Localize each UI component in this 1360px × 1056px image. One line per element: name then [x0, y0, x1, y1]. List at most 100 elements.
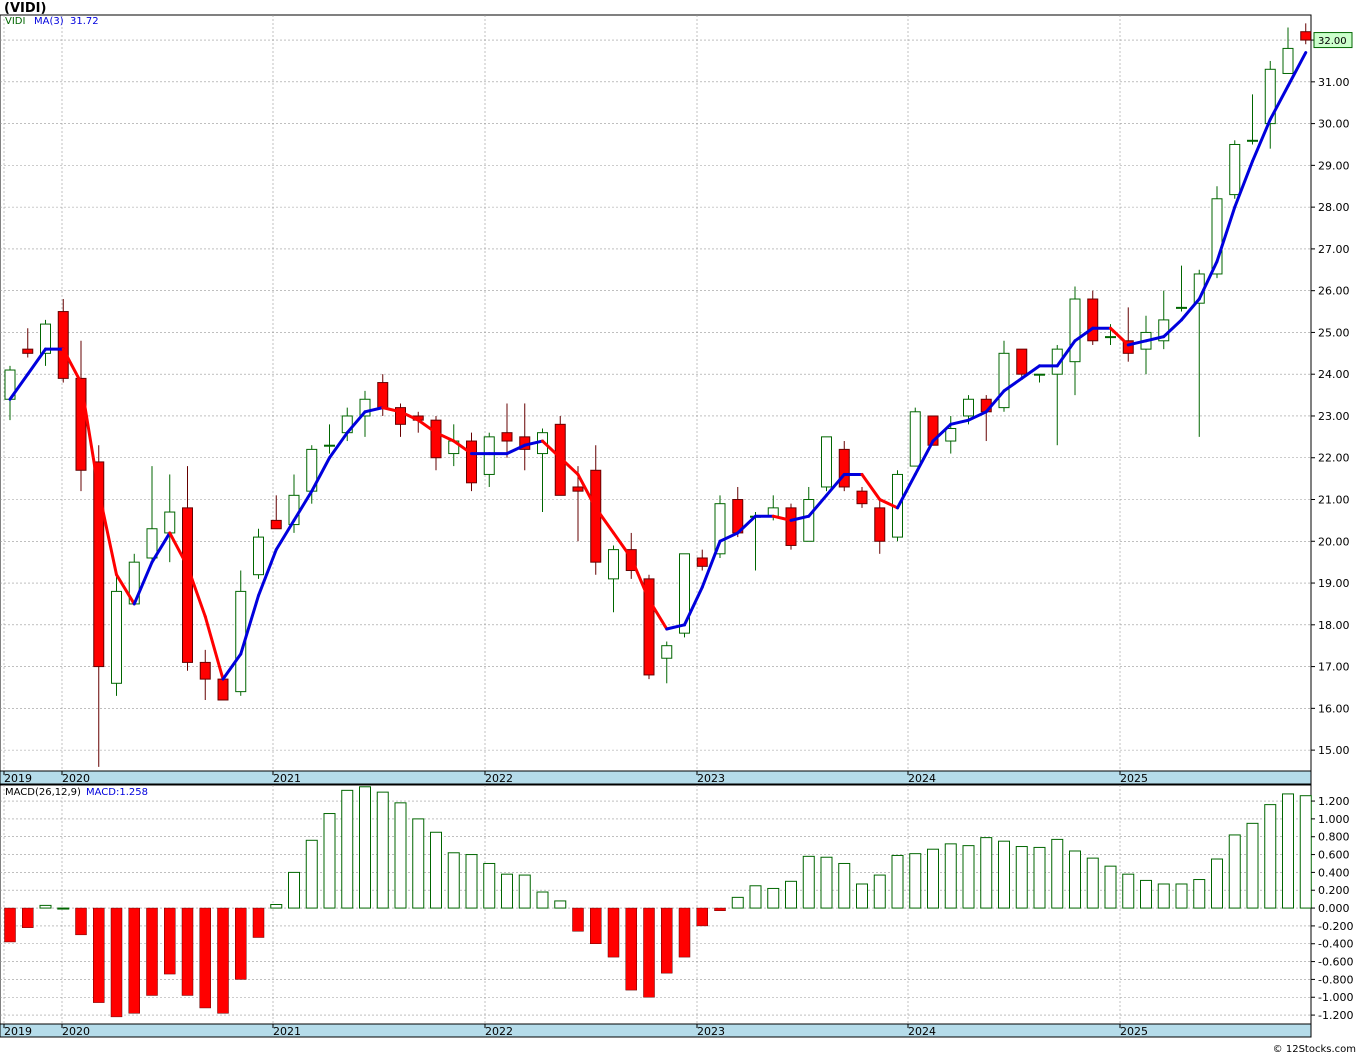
macd-bar [305, 839, 318, 909]
ma-segment [328, 431, 349, 460]
candle [395, 403, 406, 437]
macd-y-tick-label: -1.200 [1318, 1009, 1353, 1022]
price-y-tick-label: 24.00 [1318, 368, 1350, 381]
macd-bar [1282, 793, 1294, 909]
macd-bars [4, 786, 1312, 1018]
ma-segment [1251, 117, 1272, 163]
candle-body [1229, 143, 1241, 196]
macd-x-tick-label: 2020 [62, 1025, 90, 1038]
macd-bar [252, 907, 265, 938]
candle-body [253, 536, 264, 576]
macd-bar [235, 907, 247, 980]
macd-x-tick-label: 2024 [908, 1025, 936, 1038]
price-y-tick-label: 27.00 [1318, 243, 1350, 256]
ma-segment [399, 410, 420, 422]
candle-body [572, 486, 584, 492]
macd-bar [1122, 873, 1135, 909]
candle-body [1211, 198, 1223, 275]
macd-y-tick-label: 0.400 [1318, 866, 1350, 879]
ma-segment [523, 439, 544, 447]
ma-segment [257, 548, 278, 598]
candle [1122, 307, 1134, 362]
macd-bar [785, 880, 797, 909]
candle [714, 495, 726, 558]
candle-body [1282, 47, 1294, 74]
macd-y-tick-label: -0.400 [1318, 938, 1353, 951]
macd-bar [962, 845, 975, 909]
macd-bar [661, 907, 673, 974]
candle [430, 415, 442, 471]
macd-x-tick-label: 2022 [485, 1025, 513, 1038]
ma-segment [736, 514, 757, 535]
macd-bar [75, 907, 87, 936]
ma-segment [452, 439, 473, 456]
macd-bar [696, 907, 708, 927]
candle [572, 466, 584, 542]
candle [945, 415, 957, 454]
macd-bar [909, 853, 922, 909]
macd-bar [199, 907, 211, 1009]
candle-body [111, 590, 122, 684]
ma-segment [931, 422, 953, 443]
candle-body [501, 432, 513, 442]
candle [1264, 60, 1276, 149]
macd-bar [430, 831, 442, 909]
macd-bar [1086, 857, 1099, 909]
price-y-tick-label: 22.00 [1318, 452, 1350, 465]
ma-segment [1233, 159, 1254, 209]
candle [22, 328, 34, 358]
candle [998, 340, 1010, 412]
candle-body [927, 415, 939, 446]
candle-body [1034, 373, 1045, 376]
ma-segment [789, 514, 811, 522]
macd-bar [1228, 834, 1241, 909]
macd-bar [1175, 883, 1188, 909]
price-x-tick-label: 2023 [697, 772, 725, 785]
macd-bar [590, 907, 602, 944]
price-y-tick-label: 18.00 [1318, 619, 1350, 632]
ma-segment [647, 598, 669, 631]
candle [909, 407, 921, 467]
macd-bar [607, 907, 620, 958]
ma-segment [97, 489, 118, 577]
price-y-axis: 15.00 16.00 17.00 18.00 19.00 20.00 21.00 22.00… [1311, 39, 1350, 757]
candle-body [714, 503, 726, 555]
ma-segment [1055, 339, 1077, 368]
ma-segment [221, 652, 243, 681]
ma-segment [150, 531, 172, 564]
candle [838, 441, 850, 492]
macd-bar [1015, 846, 1028, 909]
macd-x-tick-label: 2025 [1120, 1025, 1148, 1038]
price-y-tick-label: 28.00 [1318, 201, 1350, 214]
price-x-axis: 2019 2020 2021 2022 2023 2024 2025 [3, 771, 1148, 785]
ma-segment [345, 410, 367, 435]
candle [93, 445, 105, 767]
candle-body [1016, 348, 1028, 375]
candle-body [270, 519, 282, 530]
macd-y-axis: -1.200 -1.000 -0.800 -0.600 -0.400 -0.200 0.00… [1311, 795, 1353, 1022]
macd-legend-value: MACD:1.258 [86, 787, 148, 798]
macd-y-tick-label: -1.000 [1318, 991, 1353, 1004]
ma-segment [1197, 259, 1219, 301]
macd-bar [465, 854, 478, 909]
macd-bar [1211, 858, 1223, 909]
price-y-tick-label: 16.00 [1318, 702, 1350, 715]
ma-segment [505, 443, 527, 456]
candle [1016, 348, 1028, 379]
price-y-tick-label: 25.00 [1318, 326, 1350, 339]
macd-bar [181, 907, 194, 996]
macd-bar [128, 907, 140, 1014]
candle [874, 499, 886, 554]
ma-segment [771, 514, 793, 522]
macd-bar [873, 874, 886, 909]
candle [1051, 344, 1063, 446]
ma-segment [168, 531, 189, 568]
candle [253, 528, 264, 579]
candle-body [1264, 68, 1276, 125]
ma-segment [1268, 84, 1290, 121]
ma-segment [8, 372, 30, 401]
candle [483, 432, 495, 487]
macd-bar [980, 837, 993, 909]
ma-segment [629, 556, 651, 602]
candle [554, 415, 566, 496]
